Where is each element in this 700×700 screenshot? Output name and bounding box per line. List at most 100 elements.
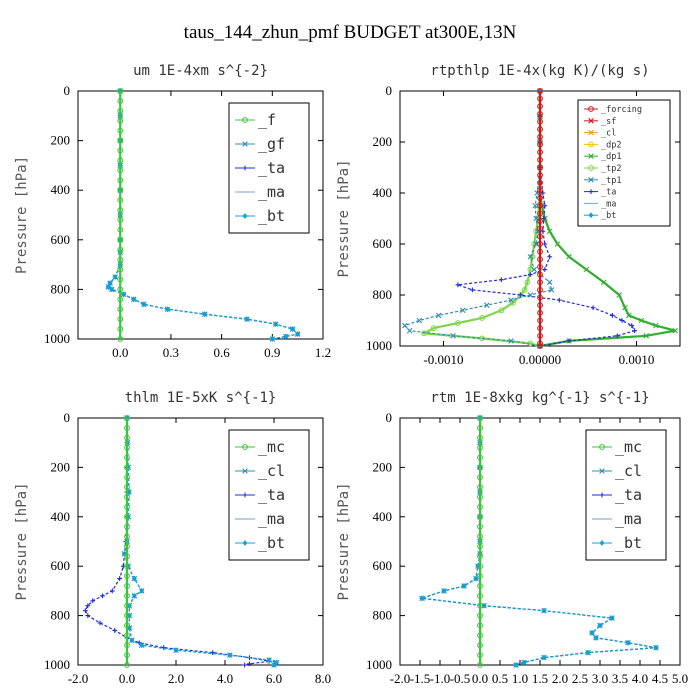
legend-entry: _tp1 [601, 176, 621, 186]
y-tick-label: 600 [373, 558, 393, 573]
data-point [508, 338, 514, 344]
legend-entry: _bt [615, 534, 642, 552]
legend: _f _gf _ta _ma _bt [228, 102, 310, 234]
data-point [117, 107, 124, 114]
data-point [273, 321, 279, 328]
data-point [127, 625, 132, 631]
data-point [537, 126, 543, 133]
x-tick-label: 1.5 [532, 671, 548, 686]
legend-entry: _sf [601, 117, 616, 127]
data-point [124, 424, 130, 431]
data-point [589, 629, 595, 636]
data-point [537, 210, 543, 217]
data-point [112, 274, 118, 280]
data-point [537, 134, 543, 140]
data-point [542, 241, 548, 247]
series-mc [477, 415, 483, 668]
y-tick-label: 1000 [366, 657, 392, 672]
data-point [124, 494, 130, 500]
y-axis-label: Pressure [hPa] [336, 482, 352, 600]
x-tick-label: 2.5 [572, 671, 588, 686]
data-point [477, 642, 483, 649]
x-tick-label: 0.5 [492, 671, 508, 686]
data-point [421, 330, 428, 337]
data-point [419, 595, 425, 602]
data-point [124, 415, 130, 421]
legend-entry: _forcing [601, 105, 642, 115]
x-tick-label: 4.5 [652, 671, 668, 686]
data-point [537, 164, 543, 171]
legend-entry: _ta [615, 486, 642, 504]
data-point [106, 284, 111, 290]
data-point [477, 484, 483, 491]
data-point [527, 292, 534, 298]
data-point [124, 612, 130, 619]
data-point [477, 543, 483, 550]
legend: _forcing _sf _cl_dp2 _dp1 _tp2 _tp1 _ta_ma _bt [577, 99, 671, 227]
data-point [121, 291, 127, 298]
data-point [117, 147, 124, 154]
data-point [477, 494, 483, 500]
series-ta [455, 88, 638, 349]
data-point [537, 302, 543, 309]
data-point [117, 336, 124, 342]
y-tick-label: 1000 [366, 338, 392, 353]
data-point [513, 662, 519, 668]
data-point [100, 593, 105, 599]
data-point [117, 88, 124, 94]
data-point [537, 141, 543, 148]
panel-2: rtpthlp 1E-4x(kg K)/(kg s) Pressure [hPa]… [336, 63, 681, 367]
data-point [653, 322, 659, 329]
legend: _mc _cl _ta _ma _bt [585, 429, 667, 561]
data-point [521, 287, 528, 293]
x-tick-label: 4.0 [632, 671, 648, 686]
x-tick-label: 3.0 [592, 671, 608, 686]
data-point [537, 241, 543, 247]
data-point [477, 573, 483, 579]
legend-marker [599, 492, 605, 498]
y-tick-label: 400 [51, 182, 71, 197]
data-point [117, 117, 124, 124]
data-point [477, 563, 483, 570]
y-tick-label: 400 [373, 185, 393, 200]
data-point [117, 316, 124, 323]
legend-marker [242, 141, 248, 147]
legend: _mc _cl _ta _ma _bt [228, 429, 310, 561]
y-tick-label: 800 [51, 281, 71, 296]
series-tp2 [420, 88, 543, 349]
data-point [247, 661, 252, 667]
data-point [477, 622, 483, 629]
series-mc [124, 415, 130, 668]
data-point [173, 647, 179, 654]
data-point [537, 325, 543, 332]
data-point [124, 533, 130, 540]
x-tick-label: 0.00000 [519, 352, 561, 367]
x-tick-label: 0.0010 [619, 352, 655, 367]
legend-marker [599, 444, 605, 450]
data-point [477, 612, 483, 619]
data-point [85, 613, 91, 618]
data-point [554, 241, 561, 247]
data-point [131, 296, 137, 303]
data-point [479, 315, 485, 321]
data-point [537, 149, 543, 156]
data-point [124, 543, 130, 550]
plot-frame [77, 417, 324, 666]
legend-entry: _cl [615, 462, 642, 480]
data-point [614, 333, 620, 339]
data-point [537, 195, 543, 202]
series-forcing [537, 88, 543, 349]
data-point [484, 302, 490, 308]
legend-entry: _mc [258, 438, 285, 456]
data-point [244, 316, 250, 323]
legend-box [577, 99, 671, 227]
data-point [124, 583, 130, 589]
data-point [537, 233, 543, 240]
data-point [202, 311, 208, 318]
data-point [508, 297, 514, 303]
data-point [470, 287, 475, 293]
x-tick-label: 0.0 [112, 345, 128, 360]
data-point [537, 317, 543, 324]
data-point [141, 301, 147, 308]
